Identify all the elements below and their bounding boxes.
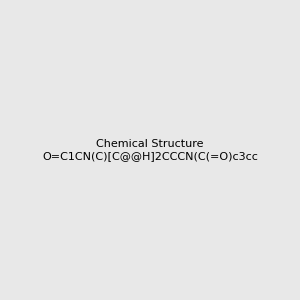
- Text: Chemical Structure
O=C1CN(C)[C@@H]2CCCN(C(=O)c3cc: Chemical Structure O=C1CN(C)[C@@H]2CCCN(…: [42, 139, 258, 161]
